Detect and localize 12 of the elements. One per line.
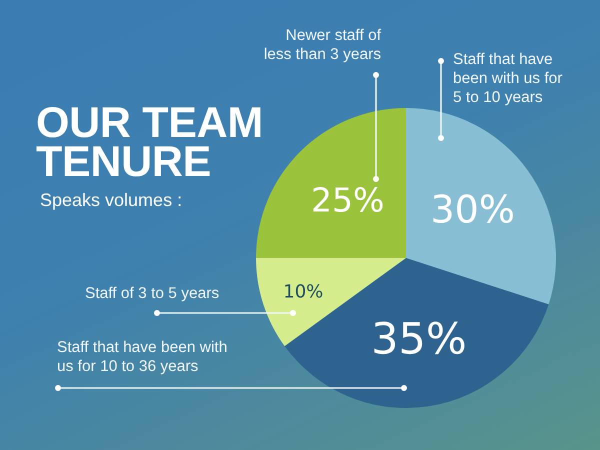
slice-label: Staff of 3 to 5 years	[85, 284, 220, 303]
data-label: 10%	[283, 280, 324, 302]
slice-label: Staff that have been with us for 5 to 10 years	[453, 50, 564, 107]
data-label: 25%	[310, 180, 384, 220]
data-label: 30%	[430, 188, 515, 232]
pie-slice	[406, 108, 556, 304]
text: Speaks volumes :	[40, 189, 182, 211]
slice-label: Newer staff of less than 3 years	[262, 26, 381, 64]
text: OUR TEAM TENURE	[36, 99, 264, 186]
pie-slice	[284, 258, 549, 408]
slice-label: Staff that have been with us for 10 to 36 years	[57, 338, 228, 376]
data-label: 35%	[371, 314, 467, 364]
